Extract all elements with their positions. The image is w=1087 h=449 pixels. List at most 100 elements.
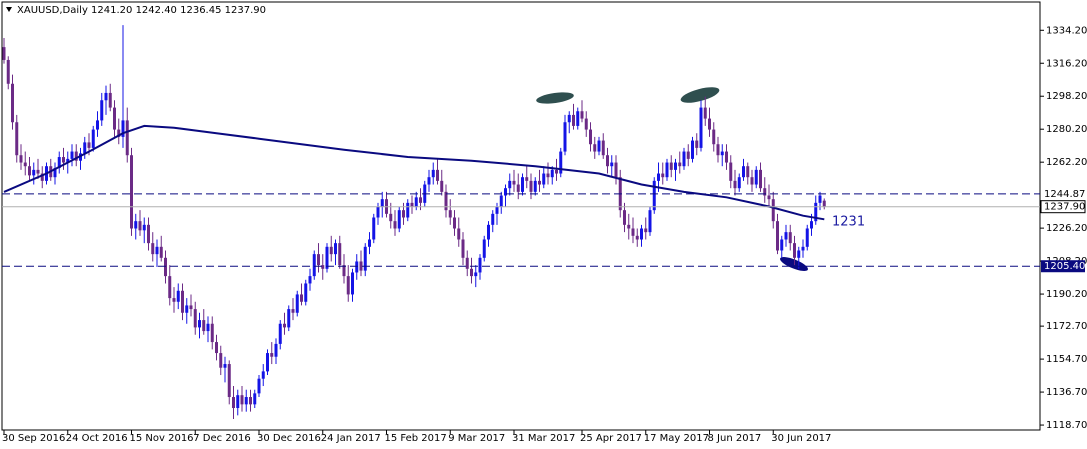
candle-body — [266, 353, 269, 372]
candle-body — [499, 195, 503, 207]
x-tick-label: 17 May 2017 — [644, 433, 709, 444]
candle-body — [83, 142, 87, 154]
candle-body — [559, 151, 563, 174]
y-tick-label: 1298.20 — [1046, 91, 1087, 102]
annotation-ellipse[interactable] — [679, 84, 721, 106]
candle-body — [334, 243, 337, 255]
candle-body — [193, 309, 197, 328]
candle-body — [96, 120, 99, 130]
chart-title: XAUUSD,Daily 1241.20 1242.40 1236.45 123… — [17, 5, 266, 16]
candle-body — [440, 180, 444, 192]
price-label-box — [1041, 187, 1085, 200]
candle-body — [393, 221, 397, 229]
candle-body — [729, 162, 733, 181]
candle-body — [40, 173, 44, 181]
y-tick-label: 1226.20 — [1046, 223, 1087, 234]
y-tick-label: 1334.20 — [1046, 25, 1087, 36]
candle-body — [555, 169, 558, 174]
plot-frame — [1, 1, 1041, 431]
candle-body — [657, 173, 660, 181]
candle-body — [74, 151, 78, 161]
x-tick-label: 31 Mar 2017 — [512, 433, 575, 444]
candle-body — [720, 151, 724, 156]
price-label-box — [1040, 200, 1086, 214]
candle-body — [87, 142, 91, 148]
candle-body — [402, 210, 405, 218]
candle-body — [274, 343, 278, 357]
candle-body — [810, 221, 813, 229]
candle-body — [750, 177, 754, 185]
candle-body — [2, 47, 6, 60]
candle-body — [181, 290, 184, 313]
candle-body — [763, 188, 767, 196]
y-tick-label: 1154.70 — [1046, 354, 1087, 365]
candle-body — [529, 180, 533, 192]
candle-body — [312, 254, 316, 277]
candle-body — [648, 210, 652, 233]
x-tick-label: 9 Mar 2017 — [448, 433, 505, 444]
candle-body — [70, 151, 74, 159]
candle-body — [62, 157, 65, 163]
candle-body — [665, 162, 669, 178]
candle-body — [563, 122, 567, 152]
candle-body — [257, 378, 261, 394]
candle-body — [601, 140, 605, 156]
candle-body — [236, 395, 240, 409]
candle-body — [742, 166, 745, 178]
candle-body — [147, 224, 150, 244]
price-label: 1244.87 — [1044, 189, 1085, 200]
candle-body — [474, 272, 478, 277]
candle-body — [801, 246, 805, 251]
price-label: 1237.90 — [1044, 202, 1085, 213]
candle-body — [317, 254, 320, 266]
candle-body — [606, 155, 609, 167]
candle-body — [202, 320, 206, 332]
candle-body — [733, 180, 737, 189]
candle-body — [130, 155, 133, 229]
candle-body — [249, 397, 252, 405]
candle-body — [176, 290, 180, 302]
candle-body — [355, 261, 359, 273]
moving-average — [3, 124, 825, 221]
candle-body — [151, 243, 155, 255]
candle-body — [397, 210, 401, 229]
menu-arrow[interactable] — [6, 7, 12, 12]
candle-body — [691, 140, 694, 159]
candle-body — [448, 210, 452, 218]
candle-body — [725, 151, 728, 163]
candle-body — [138, 221, 142, 231]
candle-body — [300, 294, 303, 302]
y-tick-label: 1262.20 — [1046, 157, 1087, 168]
candle-body — [754, 169, 758, 185]
candle-body — [329, 246, 333, 255]
annotation-text: 1231 — [832, 215, 865, 230]
x-tick-label: 30 Sep 2016 — [2, 433, 65, 444]
candle-body — [703, 107, 707, 119]
candle-body — [410, 202, 414, 207]
candle-body — [780, 239, 784, 251]
candle-body — [142, 224, 146, 231]
candle-body — [253, 393, 257, 405]
candle-body — [159, 246, 163, 258]
candle-body — [453, 217, 456, 229]
candle-body — [325, 246, 329, 269]
candle-body — [368, 239, 371, 247]
candle-body — [495, 206, 499, 214]
candle-body — [652, 180, 656, 211]
candle-body — [631, 228, 635, 236]
candle-body — [295, 294, 299, 313]
candle-body — [389, 213, 393, 222]
candle-body — [372, 217, 376, 240]
candle-body — [342, 265, 346, 277]
candle-body — [716, 144, 720, 156]
annotation-ellipse[interactable] — [535, 90, 574, 105]
candle-body — [805, 228, 809, 247]
candle-body — [278, 323, 282, 344]
candle-body — [461, 239, 465, 258]
candle-body — [134, 221, 138, 229]
candle-body — [227, 364, 231, 398]
candle-body — [210, 323, 214, 343]
candle-body — [198, 320, 201, 328]
candle-body — [746, 166, 750, 178]
candle-body — [487, 224, 490, 240]
